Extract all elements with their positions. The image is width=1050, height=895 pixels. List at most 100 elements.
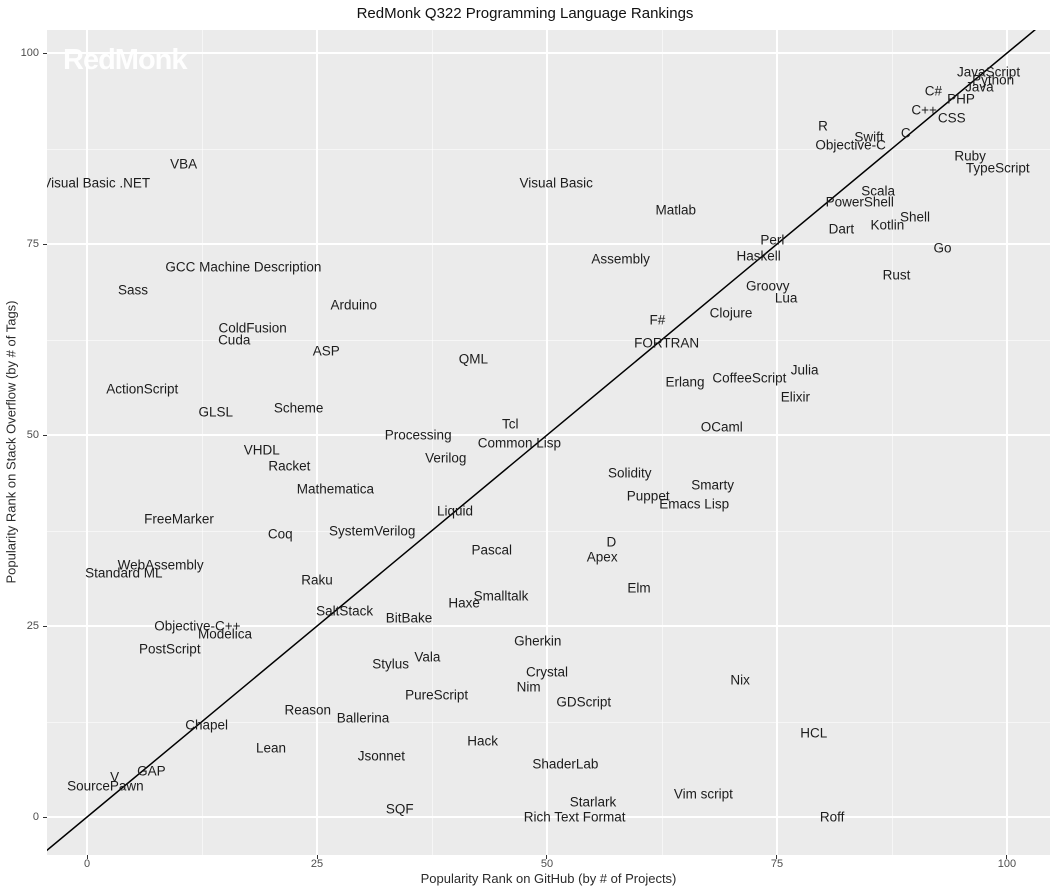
language-label: SourcePawn	[67, 778, 144, 794]
x-axis-label: Popularity Rank on GitHub (by # of Proje…	[420, 871, 677, 886]
language-label: Clojure	[709, 305, 753, 321]
major-gridline-vertical	[316, 30, 318, 855]
x-axis-tick-label: 0	[83, 858, 91, 870]
language-label: Standard ML	[85, 565, 163, 581]
language-label: Objective-C++	[154, 618, 241, 634]
language-label: Elm	[627, 580, 651, 596]
y-axis-tick-label: 100	[20, 47, 39, 60]
language-label: Sass	[118, 282, 149, 298]
x-axis-tick-label: 50	[540, 858, 554, 870]
language-label: Arduino	[330, 297, 378, 313]
x-axis-tick	[316, 855, 318, 859]
major-gridline-vertical	[86, 30, 88, 855]
language-label: WebAssembly	[117, 557, 204, 573]
language-label: ActionScript	[106, 381, 179, 397]
language-label: Emacs Lisp	[659, 496, 730, 512]
language-label: ASP	[312, 343, 340, 359]
language-label: Roff	[819, 809, 845, 825]
x-axis-tick	[86, 855, 88, 859]
language-label: Elixir	[780, 389, 810, 405]
major-gridline-horizontal	[47, 243, 1050, 245]
language-label: Erlang	[665, 374, 705, 390]
language-label: Dart	[828, 221, 855, 237]
language-label: BitBake	[385, 610, 433, 626]
language-label: Starlark	[569, 794, 617, 810]
minor-gridline-vertical	[891, 30, 893, 855]
language-label: TypeScript	[965, 160, 1030, 176]
language-label: Smalltalk	[473, 588, 529, 603]
language-label: V	[110, 769, 120, 785]
language-label: ShaderLab	[532, 756, 599, 772]
y-axis-tick	[43, 816, 47, 818]
language-label: Kotlin	[870, 217, 905, 233]
major-gridline-horizontal	[47, 52, 1050, 54]
major-gridline-vertical	[546, 30, 548, 855]
language-label: Objective-C	[815, 137, 886, 153]
language-label: Pascal	[471, 542, 513, 558]
minor-gridline-vertical	[661, 30, 663, 855]
language-label: Stylus	[372, 656, 409, 672]
language-label: Go	[933, 240, 952, 256]
language-label: CoffeeScript	[712, 370, 787, 386]
language-label: F#	[649, 312, 666, 328]
language-label: SQF	[385, 801, 414, 817]
language-label: Python	[972, 72, 1015, 88]
language-label: VBA	[170, 156, 198, 172]
language-label: Racket	[268, 458, 311, 474]
language-label: Visual Basic .NET	[47, 175, 151, 191]
y-axis-tick	[43, 243, 47, 245]
y-axis-tick	[43, 625, 47, 627]
language-label: Haskell	[736, 248, 781, 264]
language-label: PureScript	[405, 687, 469, 703]
language-label: Apex	[586, 549, 618, 565]
language-label: PowerShell	[825, 194, 894, 210]
x-axis-tick	[1006, 855, 1008, 859]
language-label: Groovy	[746, 278, 790, 294]
language-label: SaltStack	[316, 603, 374, 619]
language-label: PostScript	[139, 641, 201, 657]
language-label: Cuda	[218, 332, 251, 348]
x-axis-tick	[546, 855, 548, 859]
language-label: GLSL	[198, 404, 234, 420]
language-label: OCaml	[700, 419, 743, 435]
y-axis-tick-label: 25	[26, 620, 39, 633]
language-label: Jsonnet	[357, 748, 406, 764]
minor-gridline-horizontal	[47, 339, 1050, 341]
x-axis-tick-label: 75	[770, 858, 784, 870]
language-label: Rich Text Format	[523, 809, 626, 825]
language-label: Vala	[414, 649, 441, 665]
language-label: GDScript	[556, 694, 612, 710]
minor-gridline-horizontal	[47, 530, 1050, 532]
language-label: GCC Machine Description	[165, 259, 322, 275]
language-label: Matlab	[655, 202, 697, 218]
language-label: ColdFusion	[218, 320, 287, 336]
minor-gridline-horizontal	[47, 721, 1050, 723]
language-label: Common Lisp	[477, 435, 562, 451]
language-label: Ruby	[954, 148, 986, 164]
minor-gridline-horizontal	[47, 148, 1050, 150]
major-gridline-horizontal	[47, 816, 1050, 818]
language-label: Perl	[760, 232, 785, 248]
language-label: Nim	[516, 679, 541, 695]
language-label: QML	[458, 351, 489, 367]
major-gridline-horizontal	[47, 625, 1050, 627]
language-label: Liquid	[436, 503, 474, 519]
identity-reference-line	[47, 30, 1050, 855]
language-label: Assembly	[591, 251, 650, 267]
language-label: Reason	[284, 702, 332, 718]
language-label: Solidity	[608, 465, 652, 481]
language-label: Lua	[774, 290, 798, 306]
language-label: Processing	[384, 427, 452, 443]
language-label: Visual Basic	[519, 175, 593, 191]
language-label: GAP	[137, 763, 166, 779]
language-label: Chapel	[185, 717, 228, 733]
language-label: Julia	[790, 362, 819, 378]
y-axis-tick-label: 75	[26, 238, 39, 251]
language-label: Coq	[267, 526, 293, 542]
y-axis-tick-label: 0	[32, 811, 39, 824]
language-label: Hack	[467, 733, 498, 749]
language-label: FORTRAN	[634, 335, 700, 351]
x-axis-tick-label: 100	[997, 858, 1017, 870]
language-label: Gherkin	[514, 633, 562, 649]
language-label: R	[818, 118, 828, 134]
